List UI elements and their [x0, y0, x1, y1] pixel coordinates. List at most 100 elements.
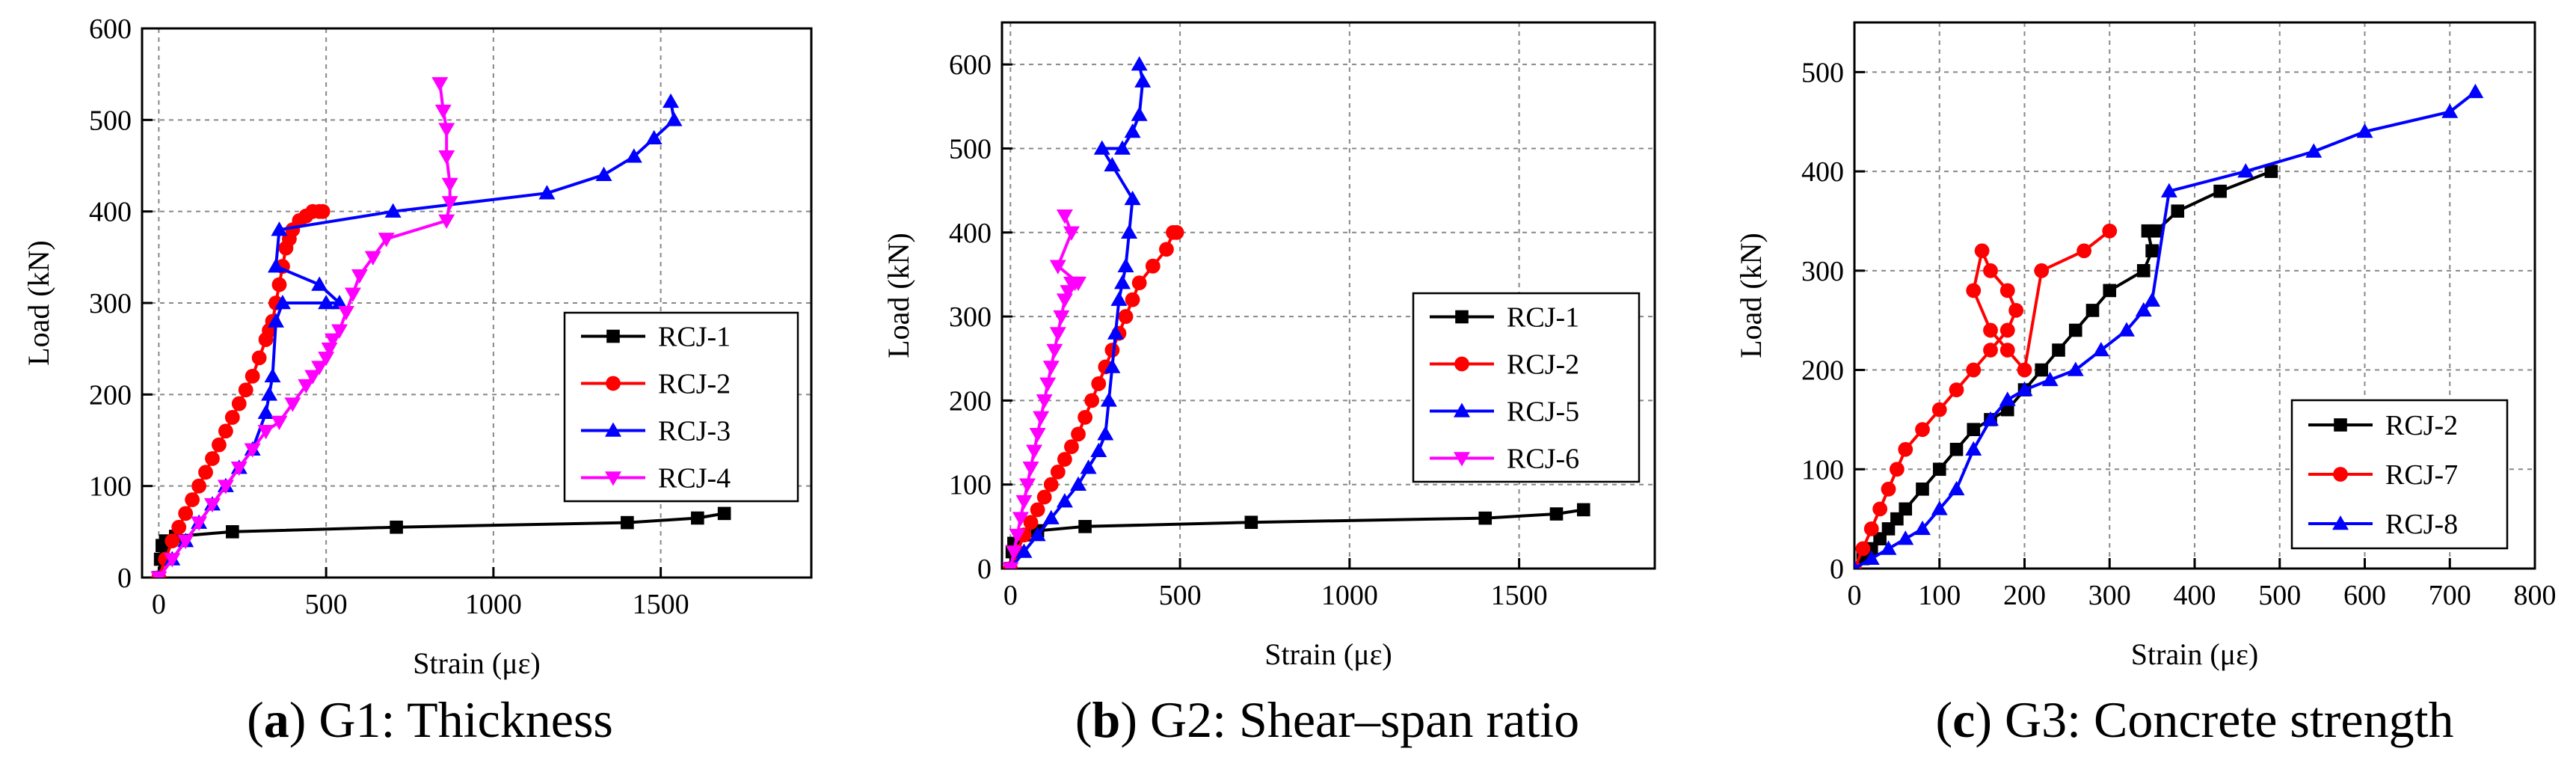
data-point	[1104, 156, 1121, 172]
data-point	[1036, 489, 1052, 505]
data-point	[431, 77, 449, 92]
y-tick-label: 400	[1801, 156, 1844, 188]
data-point	[1854, 560, 1860, 569]
data-point	[1057, 452, 1072, 467]
x-tick-label: 200	[2003, 580, 2046, 611]
x-tick-label: 0	[152, 589, 166, 620]
x-axis-label: Strain (με)	[1264, 637, 1392, 671]
data-point	[1131, 275, 1147, 291]
data-point	[1113, 275, 1131, 290]
x-tick-label: 700	[2429, 580, 2471, 611]
data-point	[1125, 292, 1140, 307]
series-rcj-5	[1006, 56, 1152, 569]
series-line	[1009, 508, 1584, 569]
y-tick-label: 600	[89, 13, 132, 45]
legend: RCJ-1 RCJ-2 RCJ-3 RCJ-4	[563, 311, 799, 503]
data-point	[2136, 264, 2151, 278]
data-point	[257, 404, 274, 420]
panel-a: 0 500 1000 1500 0 100 200 300 400 500 600 Strain (μ…	[22, 13, 813, 748]
data-point	[2144, 292, 2161, 307]
data-point	[2008, 303, 2024, 318]
y-tick-label: 500	[1801, 57, 1844, 88]
data-point	[268, 313, 284, 328]
data-point	[1015, 543, 1033, 558]
data-point	[171, 519, 187, 535]
y-tick-label: 400	[89, 197, 132, 228]
data-point	[438, 150, 455, 165]
data-point	[2103, 284, 2117, 298]
data-point	[1039, 377, 1057, 392]
data-point	[1999, 391, 2016, 406]
data-point	[1078, 409, 1093, 425]
data-point	[595, 166, 612, 181]
data-point	[2041, 371, 2059, 387]
legend-box	[563, 311, 799, 503]
data-point	[251, 350, 267, 366]
y-tick-label: 200	[1801, 355, 1844, 387]
data-point	[191, 516, 208, 531]
legend-swatch-marker	[1454, 402, 1470, 417]
data-point	[1033, 411, 1050, 426]
legend-label: RCJ-5	[1507, 396, 1579, 428]
y-axis-label: Load (kN)	[22, 240, 55, 366]
y-tick-label: 100	[89, 471, 132, 503]
data-point	[1999, 283, 2015, 298]
series-line	[157, 83, 452, 578]
data-point	[325, 333, 342, 348]
data-point	[261, 386, 278, 401]
data-point	[1983, 322, 1998, 338]
data-point	[1131, 106, 1148, 121]
data-point	[1100, 392, 1117, 407]
data-point	[164, 553, 181, 568]
x-axis-label: Strain (με)	[413, 646, 540, 680]
data-point	[1916, 483, 1929, 496]
data-point	[1576, 503, 1590, 517]
data-point	[274, 295, 291, 310]
data-point	[2085, 304, 2100, 317]
data-point	[1012, 512, 1029, 527]
y-tick-label: 300	[1801, 256, 1844, 287]
data-point	[1898, 441, 1913, 457]
y-tick-label: 300	[89, 288, 132, 319]
data-point	[268, 258, 284, 273]
data-point	[1042, 361, 1060, 376]
data-point	[257, 425, 274, 440]
x-tick-label: 100	[1918, 580, 1961, 611]
x-tick-label: 400	[2174, 580, 2216, 611]
legend-swatch-marker	[1454, 452, 1470, 467]
legend-label: RCJ-2	[658, 369, 731, 400]
data-point	[1097, 426, 1114, 441]
data-point	[1078, 520, 1092, 533]
data-point	[1124, 123, 1141, 138]
x-tick-label: 1000	[1321, 580, 1378, 611]
data-point	[318, 295, 335, 310]
data-point	[1244, 515, 1258, 530]
data-point	[245, 368, 260, 384]
data-point	[2160, 183, 2177, 197]
series-rcj-6	[1002, 209, 1087, 569]
data-point	[1974, 243, 1990, 259]
data-point	[378, 233, 395, 248]
data-point	[198, 465, 213, 480]
data-point	[1084, 393, 1100, 408]
data-point	[2118, 322, 2135, 337]
data-point	[441, 177, 458, 192]
data-point	[304, 370, 322, 385]
data-point	[244, 443, 261, 458]
legend-swatch-marker	[2332, 515, 2349, 530]
data-point	[271, 277, 287, 293]
data-point	[1026, 444, 1043, 459]
legend-swatch-marker	[606, 376, 621, 391]
data-point	[337, 305, 354, 321]
legend-label: RCJ-2	[2385, 410, 2458, 441]
data-point	[331, 324, 348, 339]
data-point	[1899, 502, 1913, 516]
data-point	[1890, 512, 1904, 526]
data-point	[2213, 184, 2227, 198]
legend-label: RCJ-4	[658, 463, 731, 494]
data-point	[1880, 540, 1897, 555]
data-point	[344, 287, 361, 302]
data-point	[2034, 263, 2050, 278]
data-point	[645, 129, 663, 145]
legend-label: RCJ-1	[1507, 302, 1579, 334]
